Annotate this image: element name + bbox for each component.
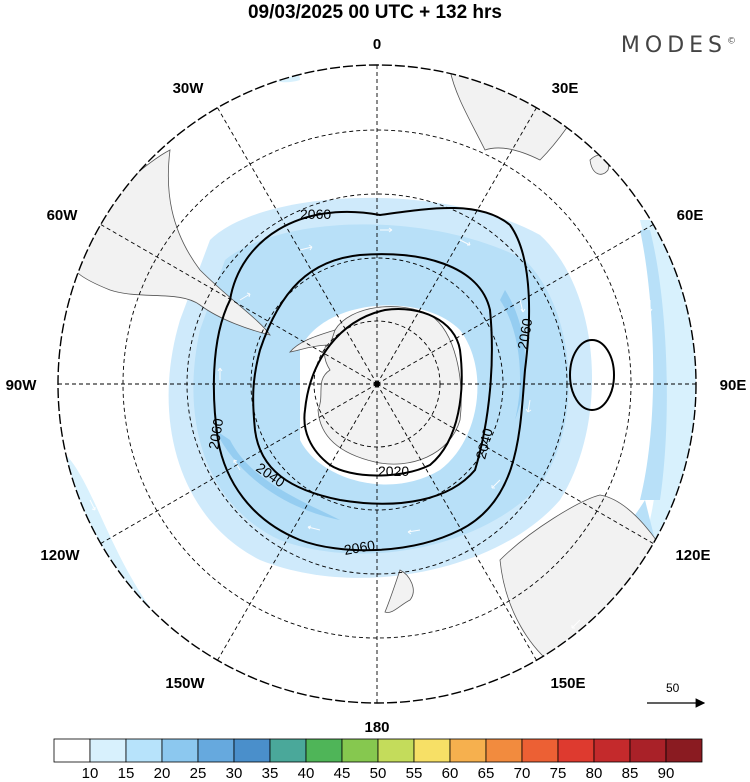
contour-label: 2060 xyxy=(514,317,535,351)
contour-label: 2040 xyxy=(472,426,496,460)
lon-label: 30W xyxy=(173,80,205,97)
colorbar-tick-label: 60 xyxy=(442,765,459,782)
colorbar: 10 15 20 25 30 35 40 45 50 55 60 65 70 75 80 85 90 xyxy=(53,738,703,782)
colorbar-swatch xyxy=(125,738,163,763)
colorbar-swatch xyxy=(233,738,271,763)
colorbar-swatch xyxy=(665,738,703,763)
colorbar-swatch xyxy=(161,738,199,763)
lon-label: 90W xyxy=(6,377,38,394)
colorbar-tick-label: 45 xyxy=(334,765,351,782)
colorbar-tick-label: 65 xyxy=(478,765,495,782)
new-zealand-outline xyxy=(384,569,414,613)
contour-label: 2060 xyxy=(343,537,377,558)
colorbar-tick-label: 30 xyxy=(226,765,243,782)
colorbar-tick-label: 50 xyxy=(370,765,387,782)
map-title: 09/03/2025 00 UTC + 132 hrs xyxy=(247,2,503,23)
colorbar-swatch xyxy=(521,738,559,763)
lon-label: 90E xyxy=(720,377,747,394)
colorbar-swatch xyxy=(593,738,631,763)
longitude-labels: 0 30E 60E 90E 120E 150E 180 150W 120W 90… xyxy=(6,36,747,736)
colorbar-swatch xyxy=(197,738,235,763)
map-disk xyxy=(58,65,696,703)
colorbar-swatch xyxy=(341,738,379,763)
colorbar-swatch xyxy=(269,738,307,763)
lon-label: 0 xyxy=(373,36,381,53)
lon-label: 150W xyxy=(165,675,205,692)
height-contours xyxy=(212,207,615,552)
colorbar-swatch xyxy=(413,738,451,763)
colorbar-tick-label: 15 xyxy=(118,765,135,782)
colorbar-swatch xyxy=(629,738,667,763)
contour-2060 xyxy=(212,207,531,552)
colorbar-swatch xyxy=(485,738,523,763)
colorbar-tick-label: 35 xyxy=(262,765,279,782)
south-pole-dot xyxy=(374,381,380,387)
colorbar-swatch xyxy=(89,738,127,763)
contour-label: 2060 xyxy=(205,417,226,451)
lon-label: 120E xyxy=(675,547,710,564)
colorbar-tick-label: 90 xyxy=(658,765,675,782)
wind-vectors xyxy=(89,227,653,629)
contour-2040 xyxy=(252,253,493,505)
colorbar-swatch xyxy=(557,738,595,763)
colorbar-tick-label: 55 xyxy=(406,765,423,782)
contour-label: 2020 xyxy=(378,463,409,479)
lon-label: 30E xyxy=(552,80,579,97)
colorbar-swatch xyxy=(53,738,91,763)
lon-label: 150E xyxy=(550,675,585,692)
lon-label: 180 xyxy=(364,719,389,736)
brand-mark: © xyxy=(727,36,736,47)
colorbar-swatch xyxy=(305,738,343,763)
colorbar-tick-label: 40 xyxy=(298,765,315,782)
map-boundary xyxy=(57,64,697,704)
colorbar-tick-label: 25 xyxy=(190,765,207,782)
reference-vector-label: 50 xyxy=(666,681,680,695)
colorbar-tick-label: 75 xyxy=(550,765,567,782)
brand-text: MODES xyxy=(620,33,727,58)
contour-label-group: 2060 2060 2060 2060 2040 2040 2020 xyxy=(205,206,535,558)
contour-2060-closed xyxy=(569,339,615,411)
colorbar-tick-label: 80 xyxy=(586,765,603,782)
contour-label: 2060 xyxy=(300,206,331,222)
antarctic-peninsula-outline xyxy=(288,329,336,353)
lon-label: 60E xyxy=(677,207,704,224)
lon-label: 120W xyxy=(40,547,80,564)
colorbar-tick-label: 10 xyxy=(82,765,99,782)
colorbar-swatch xyxy=(449,738,487,763)
colorbar-tick-label: 20 xyxy=(154,765,171,782)
colorbar-tick-label: 70 xyxy=(514,765,531,782)
colorbar-tick-label: 85 xyxy=(622,765,639,782)
brand-logo: MODES© xyxy=(621,33,736,58)
colorbar-swatch xyxy=(377,738,415,763)
lon-label: 60W xyxy=(47,207,79,224)
contour-2020 xyxy=(303,308,463,477)
